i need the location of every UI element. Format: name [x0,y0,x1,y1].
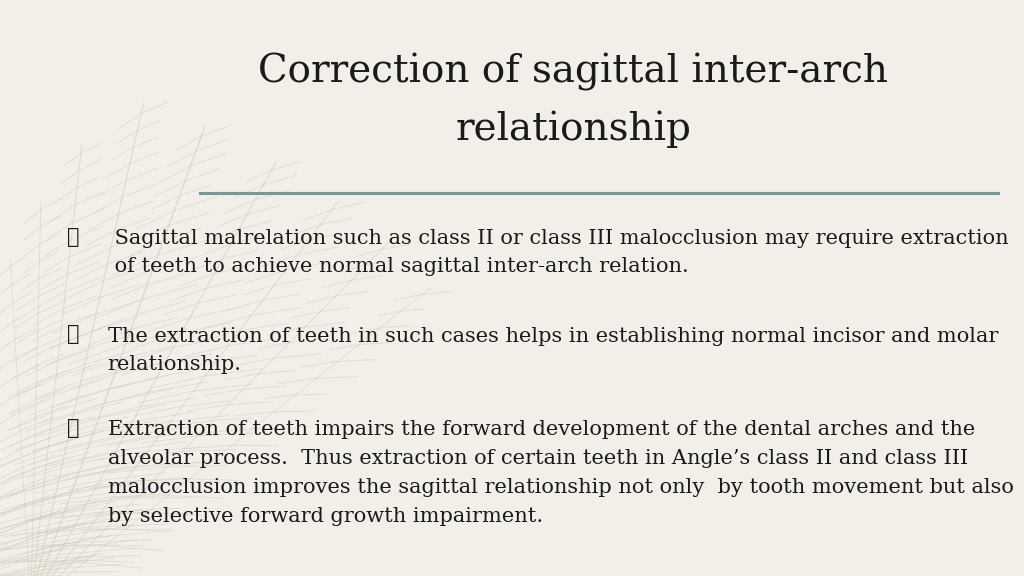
Text: Extraction of teeth impairs the forward development of the dental arches and the: Extraction of teeth impairs the forward … [108,420,1014,526]
Text: ❖: ❖ [67,325,79,344]
Text: relationship: relationship [456,111,691,149]
Text: Correction of sagittal inter-arch: Correction of sagittal inter-arch [258,53,889,91]
Text: ❖: ❖ [67,228,79,247]
Text: The extraction of teeth in such cases helps in establishing normal incisor and m: The extraction of teeth in such cases he… [108,327,998,374]
Text: Sagittal malrelation such as class II or class III malocclusion may require extr: Sagittal malrelation such as class II or… [108,229,1009,276]
Text: ❖: ❖ [67,419,79,438]
